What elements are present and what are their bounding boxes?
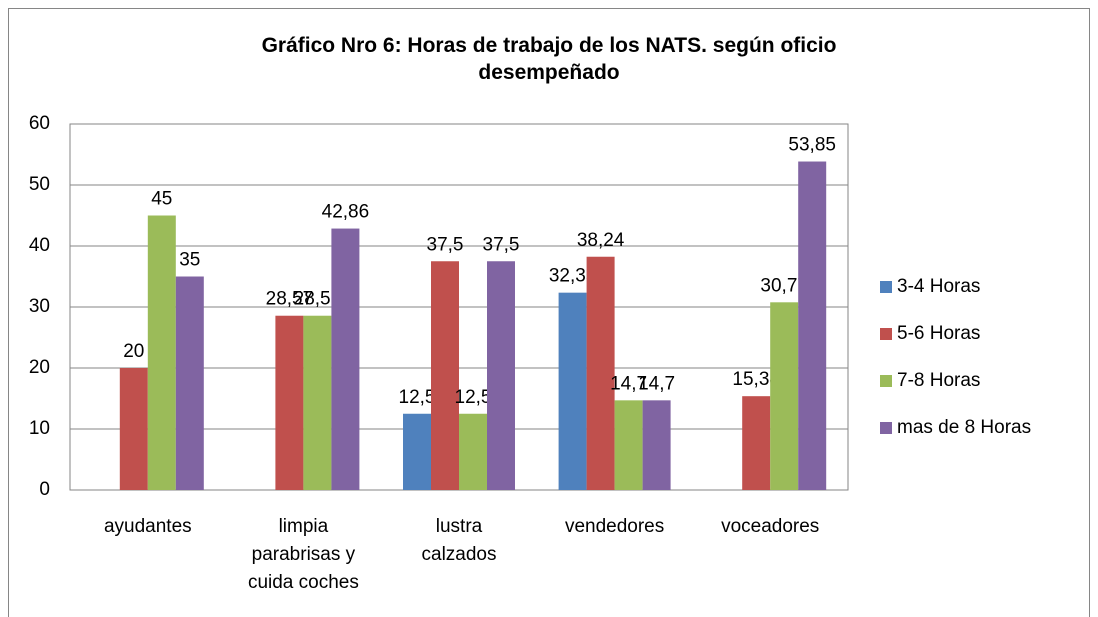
legend-label: 7-8 Horas	[897, 370, 980, 391]
data-label: 15,38	[732, 369, 780, 390]
y-tick-label: 40	[29, 235, 50, 256]
bar	[459, 413, 487, 490]
data-label: 45	[151, 189, 172, 210]
bar	[487, 261, 515, 490]
data-label: 42,86	[322, 202, 370, 223]
y-tick-label: 50	[29, 174, 50, 195]
legend-label: 3-4 Horas	[897, 276, 980, 297]
data-label: 38,24	[577, 230, 625, 251]
data-label: 37,5	[427, 234, 464, 255]
data-label: 28,57	[266, 289, 314, 310]
data-label: 35	[179, 250, 200, 271]
y-tick-label: 10	[29, 418, 50, 439]
bar	[742, 396, 771, 490]
bar	[119, 368, 148, 490]
legend-label: mas de 8 Horas	[897, 417, 1031, 438]
data-label: 37,5	[483, 234, 520, 255]
bar	[431, 261, 459, 490]
x-tick-label: voceadores	[721, 516, 819, 537]
data-label: 14,7	[638, 373, 675, 394]
bar	[558, 292, 587, 490]
data-label: 12,5	[455, 387, 492, 408]
y-tick-label: 20	[29, 357, 50, 378]
bar	[798, 161, 827, 490]
bar	[303, 315, 332, 490]
bar	[403, 413, 431, 490]
bar	[175, 276, 204, 490]
chart-frame	[8, 8, 1090, 617]
data-label: 30,77	[760, 275, 808, 296]
bar	[614, 400, 643, 490]
y-tick-label: 60	[29, 113, 50, 134]
chart-title: Gráfico Nro 6: Horas de trabajo de los N…	[262, 34, 837, 84]
legend-swatch	[880, 422, 892, 434]
legend-swatch	[880, 281, 892, 293]
y-tick-label: 30	[29, 296, 50, 317]
bar	[642, 400, 671, 490]
bar	[586, 256, 615, 490]
legend-swatch	[880, 328, 892, 340]
data-label: 12,5	[399, 387, 436, 408]
bar	[331, 228, 360, 490]
data-label: 28,57	[294, 289, 342, 310]
bar	[275, 315, 304, 490]
bar	[147, 215, 176, 490]
x-tick-label: vendedores	[565, 516, 664, 537]
data-label: 32,35	[549, 266, 597, 287]
data-label: 20	[123, 341, 144, 362]
x-tick-label: ayudantes	[104, 516, 192, 537]
bar	[770, 302, 799, 490]
y-tick-label: 0	[39, 479, 50, 500]
data-label: 14,7	[610, 373, 647, 394]
legend-label: 5-6 Horas	[897, 323, 980, 344]
x-tick-label: limpia parabrisas y cuida coches	[248, 516, 359, 593]
x-tick-label: lustra calzados	[422, 516, 497, 565]
data-label: 53,85	[788, 135, 836, 156]
legend-swatch	[880, 375, 892, 387]
